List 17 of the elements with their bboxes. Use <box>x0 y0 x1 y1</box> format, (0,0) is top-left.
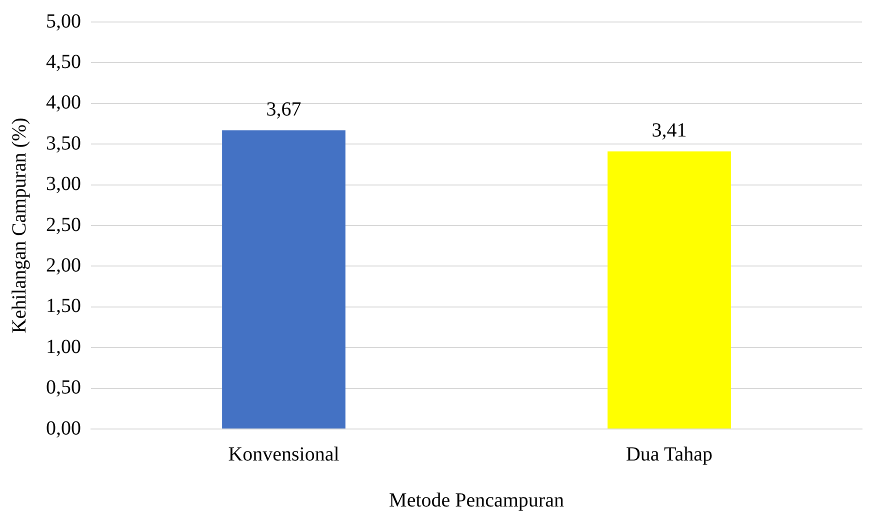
x-tick-label: Dua Tahap <box>626 443 713 466</box>
y-tick-label: 0,00 <box>46 417 81 440</box>
y-tick-label: 5,00 <box>46 10 81 32</box>
y-tick-label: 3,00 <box>46 173 81 196</box>
x-axis-title: Metode Pencampuran <box>389 489 564 512</box>
y-tick-label: 2,00 <box>46 254 81 276</box>
y-tick-label: 4,00 <box>46 92 81 114</box>
y-tick-label: 2,50 <box>46 214 81 236</box>
y-tick-label: 0,50 <box>46 376 81 399</box>
y-tick-label: 1,50 <box>46 295 81 318</box>
y-tick-label: 1,00 <box>46 336 81 358</box>
y-axis-title: Kehilangan Campuran (%) <box>8 118 30 334</box>
y-tick-label: 3,50 <box>46 132 81 154</box>
data-label: 3,67 <box>266 98 302 121</box>
y-tick-label: 4,50 <box>46 50 81 73</box>
data-label: 3,41 <box>652 120 687 142</box>
x-tick-label: Konvensional <box>228 443 340 466</box>
